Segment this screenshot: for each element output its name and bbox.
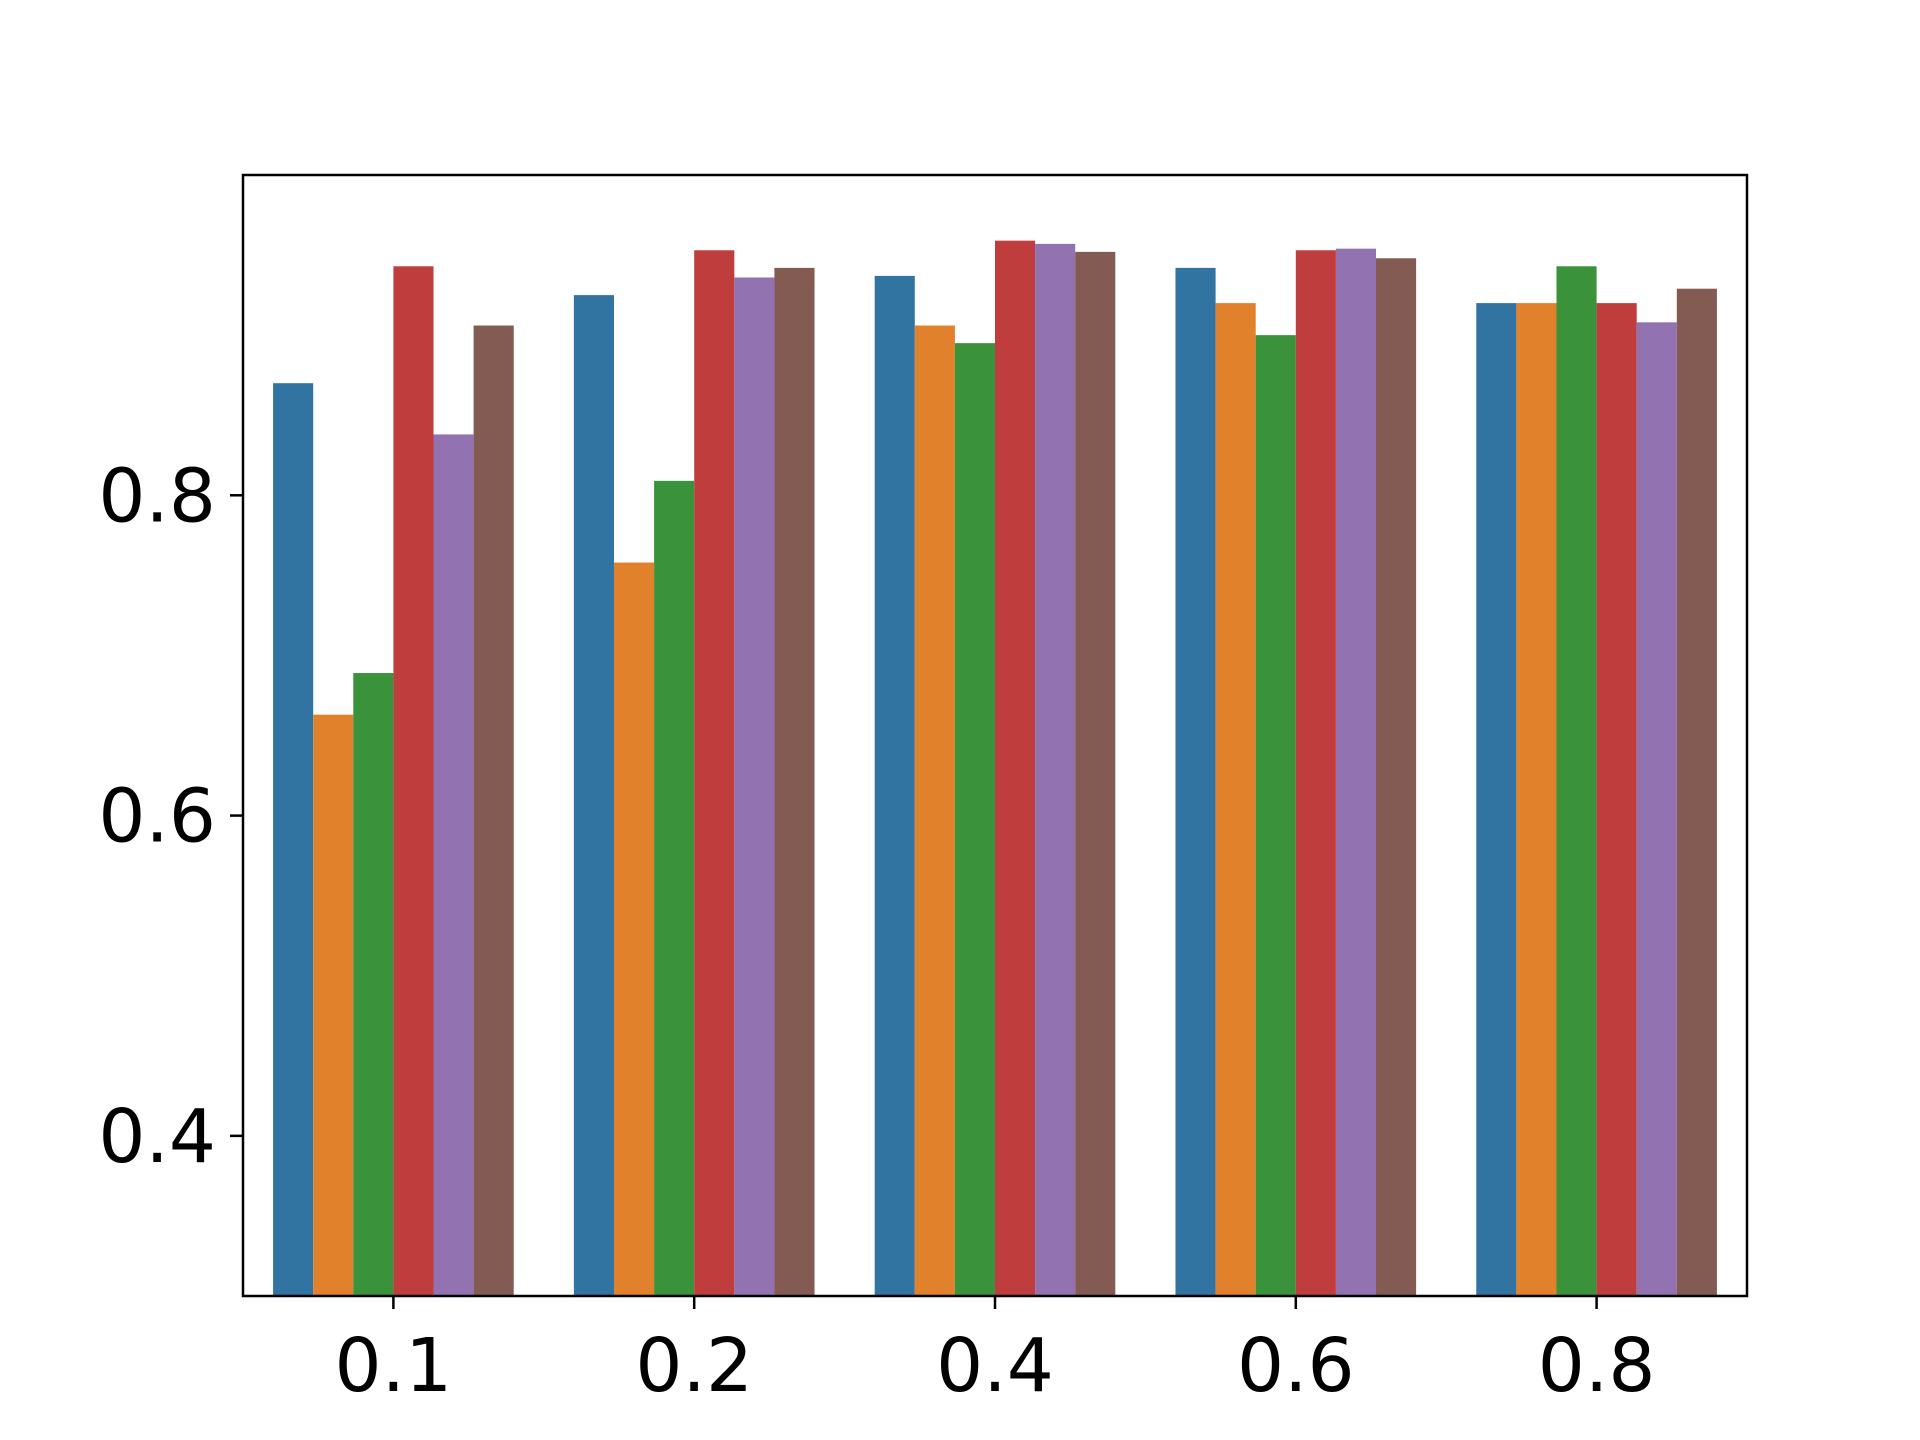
bar-0.4-series-1 [874,275,915,1296]
bar-0.6-series-4 [1295,250,1336,1296]
bar-0.4-series-6 [1075,251,1116,1296]
bar-0.8-series-4 [1596,303,1637,1296]
bar-0.8-series-1 [1476,303,1517,1296]
bar-0.1-series-6 [473,325,514,1296]
x-tick-label: 0.2 [635,1323,753,1409]
ticks-layer: 0.1 0.2 0.4 0.6 0.8 0.4 0.6 0.8 [98,453,1655,1409]
bar-0.8-series-3 [1556,266,1597,1296]
bar-0.6-series-1 [1175,267,1216,1296]
bar-0.1-series-1 [273,383,314,1296]
bar-0.6-series-5 [1335,248,1377,1296]
y-tick-label: 0.8 [98,453,216,539]
bar-0.8-series-5 [1636,322,1677,1297]
bar-0.1-series-3 [353,673,394,1296]
bar-0.4-series-3 [954,343,995,1296]
bar-0.2-series-5 [734,277,775,1296]
bar-0.4-series-2 [914,325,955,1296]
bar-0.8-series-6 [1676,288,1717,1296]
plot-frame [241,173,1749,1298]
bar-0.6-series-2 [1215,303,1256,1296]
bar-0.1-series-5 [433,434,474,1296]
y-tick-label: 0.6 [98,774,216,860]
x-tick-label: 0.8 [1538,1323,1656,1409]
bar-0.6-series-6 [1376,258,1417,1296]
bar-0.1-series-4 [393,266,434,1296]
bar-0.2-series-2 [613,562,655,1296]
bar-0.2-series-6 [774,267,815,1296]
bar-0.8-series-2 [1516,303,1557,1296]
bar-0.6-series-3 [1255,335,1296,1296]
x-tick-label: 0.6 [1237,1323,1355,1409]
x-tick-label: 0.4 [936,1323,1054,1409]
x-tick-label: 0.1 [335,1323,453,1409]
bar-0.4-series-5 [1035,243,1076,1297]
bar-0.2-series-1 [573,295,614,1296]
bar-0.2-series-4 [694,250,735,1296]
bar-0.1-series-2 [313,714,354,1296]
y-tick-label: 0.4 [98,1094,216,1180]
bars-layer [273,240,1717,1297]
bar-0.2-series-3 [654,480,695,1296]
bar-0.4-series-4 [995,240,1036,1296]
